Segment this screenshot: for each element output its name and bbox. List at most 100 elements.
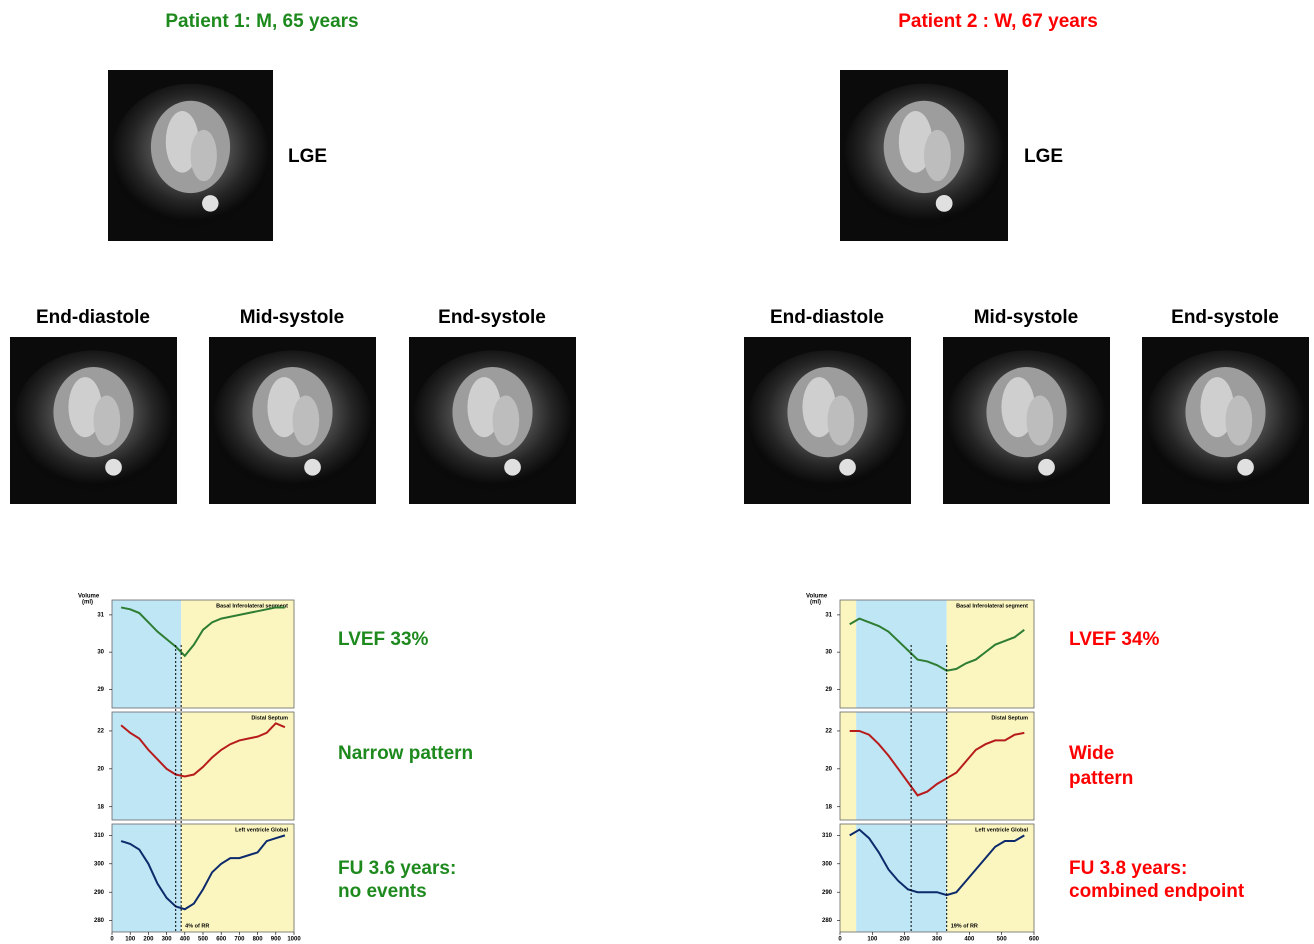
y-tick-label: 30 <box>825 650 832 656</box>
phase-shade <box>856 600 947 708</box>
phase-shade <box>856 712 947 820</box>
mri-image <box>108 70 273 241</box>
y-tick-label: 300 <box>94 861 105 867</box>
x-tick-label: 200 <box>143 937 154 943</box>
y-tick-label: 29 <box>97 687 104 693</box>
x-tick-label: 100 <box>867 937 878 943</box>
x-tick-label: 400 <box>180 937 191 943</box>
pattern: Wide <box>1069 743 1114 764</box>
panel-title: Basal Inferolateral segment <box>956 603 1028 609</box>
patient-title: Patient 1: M, 65 years <box>165 11 358 32</box>
follow-up: FU 3.6 years: <box>338 858 456 879</box>
panel-title: Left ventricle Global <box>975 827 1028 833</box>
phase-label: Mid-systole <box>240 307 345 328</box>
lge-label: LGE <box>288 146 327 167</box>
mri-chamber <box>924 130 951 181</box>
phase-label: Mid-systole <box>974 307 1079 328</box>
y-tick-label: 31 <box>825 612 832 618</box>
follow-up: combined endpoint <box>1069 881 1245 902</box>
y-axis-label: (ml) <box>810 600 821 606</box>
x-tick-label: 0 <box>110 937 114 943</box>
x-tick-label: 0 <box>838 937 842 943</box>
mri-image <box>943 337 1110 504</box>
mri-image <box>1142 337 1309 504</box>
mri-image <box>10 337 177 504</box>
phase-shade <box>112 824 181 932</box>
mri-vessel <box>504 459 521 476</box>
y-tick-label: 18 <box>825 804 832 810</box>
y-tick-label: 290 <box>94 890 105 896</box>
x-tick-label: 600 <box>1029 937 1040 943</box>
y-tick-label: 280 <box>94 918 105 924</box>
x-tick-label: 700 <box>234 937 245 943</box>
phase-shade <box>947 600 1034 708</box>
phase-shade <box>840 824 856 932</box>
lvef: LVEF 34% <box>1069 629 1160 650</box>
mri-chamber <box>1226 395 1253 445</box>
mri-vessel <box>105 459 122 476</box>
phase-shade <box>947 824 1034 932</box>
mri-chamber <box>293 395 320 445</box>
x-tick-label: 400 <box>964 937 975 943</box>
figure: Patient 1: M, 65 years LGE End-diastole Mid… <box>0 0 1314 944</box>
y-tick-label: 31 <box>97 612 104 618</box>
mri-chamber <box>493 395 520 445</box>
y-tick-label: 22 <box>97 729 104 735</box>
rr-label: 4% of RR <box>185 923 209 929</box>
phase-shade <box>840 600 856 708</box>
phase-shade <box>112 712 181 820</box>
mri-chamber <box>94 395 121 445</box>
mri-image <box>209 337 376 504</box>
mri-image <box>840 70 1008 241</box>
follow-up: FU 3.8 years: <box>1069 858 1187 879</box>
patient-title: Patient 2 : W, 67 years <box>898 11 1098 32</box>
mri-image <box>409 337 576 504</box>
lvef: LVEF 33% <box>338 629 429 650</box>
y-tick-label: 310 <box>822 833 833 839</box>
panel-title: Distal Septum <box>251 715 288 721</box>
rr-label: 19% of RR <box>951 923 978 929</box>
phase-label: End-systole <box>438 307 546 328</box>
follow-up: no events <box>338 881 427 902</box>
x-tick-label: 200 <box>900 937 911 943</box>
x-tick-label: 1000 <box>287 937 301 943</box>
y-tick-label: 22 <box>825 729 832 735</box>
phase-label: End-diastole <box>36 307 150 328</box>
lge-label: LGE <box>1024 146 1063 167</box>
x-tick-label: 300 <box>162 937 173 943</box>
mri-vessel <box>304 459 321 476</box>
y-tick-label: 29 <box>825 687 832 693</box>
mri-chamber <box>828 395 855 445</box>
x-tick-label: 600 <box>216 937 227 943</box>
y-tick-label: 20 <box>825 766 832 772</box>
y-tick-label: 290 <box>822 890 833 896</box>
y-tick-label: 280 <box>822 918 833 924</box>
y-tick-label: 20 <box>97 766 104 772</box>
phase-shade <box>840 712 856 820</box>
mri-chamber <box>1027 395 1054 445</box>
phase-shade <box>112 600 181 708</box>
mri-chamber <box>191 130 217 181</box>
mri-vessel <box>1237 459 1254 476</box>
y-tick-label: 30 <box>97 650 104 656</box>
x-tick-label: 800 <box>253 937 264 943</box>
mri-vessel <box>936 195 953 212</box>
x-tick-label: 300 <box>932 937 943 943</box>
mri-image <box>744 337 911 504</box>
y-tick-label: 310 <box>94 833 105 839</box>
phase-label: End-systole <box>1171 307 1279 328</box>
panel-title: Distal Septum <box>991 715 1028 721</box>
pattern: pattern <box>1069 768 1133 789</box>
x-tick-label: 500 <box>198 937 209 943</box>
y-tick-label: 300 <box>822 861 833 867</box>
phase-label: End-diastole <box>770 307 884 328</box>
panel-title: Left ventricle Global <box>235 827 288 833</box>
mri-vessel <box>839 459 856 476</box>
phase-shade <box>181 712 294 820</box>
x-tick-label: 500 <box>997 937 1008 943</box>
mri-vessel <box>1038 459 1055 476</box>
phase-shade <box>947 712 1034 820</box>
phase-shade <box>181 824 294 932</box>
x-tick-label: 900 <box>271 937 282 943</box>
mri-vessel <box>202 195 219 212</box>
